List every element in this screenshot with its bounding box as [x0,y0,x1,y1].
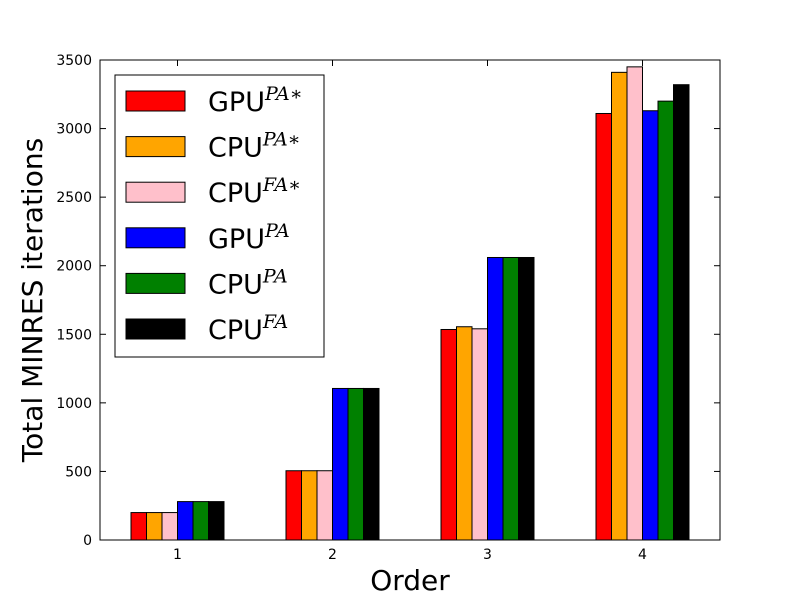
legend-swatch-1 [125,90,186,112]
y-tick-label: 3500 [56,53,92,69]
bar-2-order-3 [456,326,473,541]
x-tick-label: 3 [483,547,492,563]
bar-5-order-2 [347,387,364,541]
bar-1-order-2 [285,470,302,541]
bar-1-order-1 [130,512,147,541]
x-axis-label: Order [370,564,450,597]
bar-3-order-1 [161,512,178,541]
bar-6-order-1 [208,501,225,541]
legend-superscript: FA [262,311,288,333]
legend-superscript: PA∗ [264,83,303,105]
bar-3-order-4 [626,66,643,541]
y-tick-label: 500 [65,464,92,480]
legend-label-1: GPUPA∗ [208,83,303,118]
legend-superscript: PA [262,265,288,287]
legend-swatch-3 [125,181,186,203]
x-tick-label: 2 [328,547,337,563]
bar-5-order-3 [502,256,519,541]
legend-swatch-2 [125,136,186,158]
bar-1-order-3 [440,328,457,541]
bar-4-order-3 [487,256,504,541]
x-tick-label: 1 [173,547,182,563]
bars-layer [130,66,690,541]
y-tick-label: 3000 [56,122,92,138]
legend-superscript: PA∗ [262,129,301,151]
legend-swatch-6 [125,318,186,340]
bar-1-order-4 [595,112,612,541]
bar-6-order-4 [673,84,690,541]
y-axis-label: Total MINRES iterations [16,138,49,463]
bar-2-order-4 [611,71,628,541]
legend-swatch-5 [125,272,186,294]
bar-3-order-3 [471,328,488,541]
plot-frame [99,59,721,541]
y-tick-label: 1000 [56,396,92,412]
bar-4-order-2 [332,387,349,541]
y-tick-label: 1500 [56,327,92,343]
bar-5-order-1 [192,501,209,541]
bar-6-order-2 [363,387,380,541]
legend-swatch-4 [125,227,186,249]
y-tick-label: 2500 [56,190,92,206]
bar-4-order-4 [642,110,659,541]
bar-2-order-2 [301,470,318,541]
x-tick-label: 4 [638,547,647,563]
y-tick-label: 2000 [56,259,92,275]
bar-3-order-2 [316,470,333,541]
bar-2-order-1 [146,512,163,541]
bar-5-order-4 [657,100,674,541]
bar-4-order-1 [177,501,194,541]
y-tick-label: 0 [83,533,92,549]
axis-ticks: 0 500 1000 1500 2000 2500 3000 3500 1 2 3 4 [56,53,720,563]
legend-frame [114,74,325,358]
legend-superscript: PA [264,220,290,242]
legend-superscript: FA∗ [262,174,301,196]
bar-6-order-3 [518,256,535,541]
legend-label-3: CPUFA∗ [208,174,301,209]
